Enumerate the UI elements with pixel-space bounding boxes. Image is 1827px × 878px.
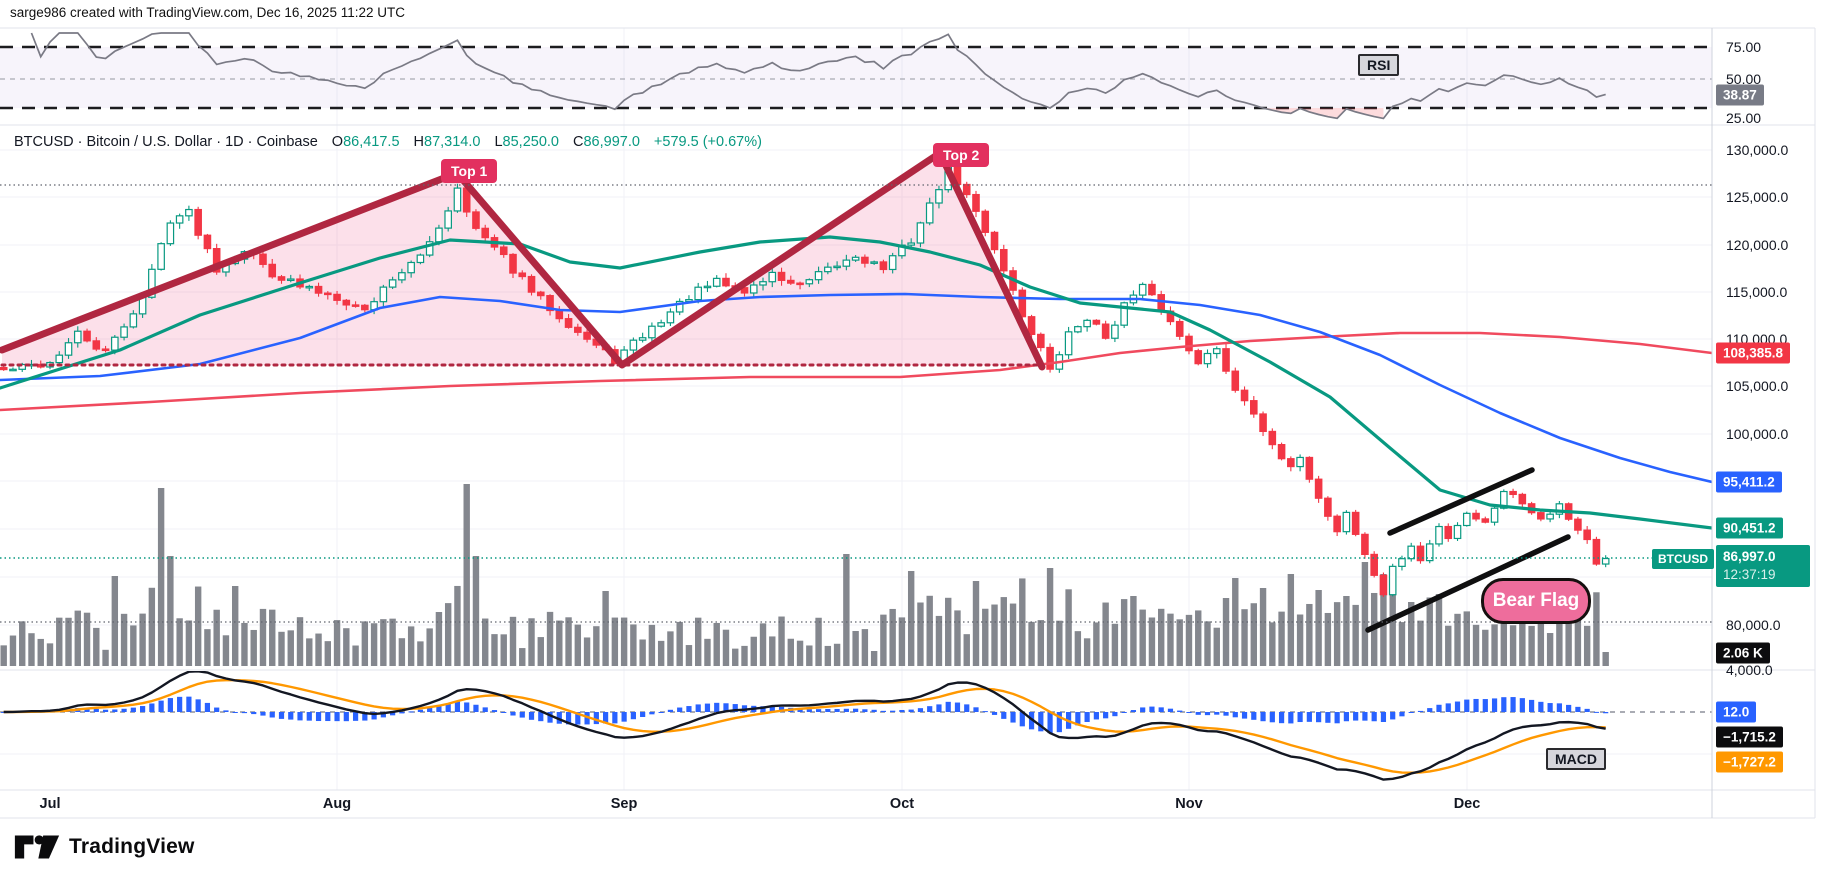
rsi-tick-25: 25.00 <box>1726 110 1762 126</box>
time-axis-label: Jul <box>39 796 61 812</box>
bear-flag-annotation[interactable]: Bear Flag <box>1481 578 1591 624</box>
price-tick: 130,000.0 <box>1726 142 1789 158</box>
tradingview-logo-icon <box>14 835 60 859</box>
price-tick: 115,000.0 <box>1726 284 1788 300</box>
bar-countdown: 12:37:19 <box>1723 567 1776 582</box>
symbol-header[interactable]: BTCUSD · Bitcoin / U.S. Dollar · 1D · Co… <box>14 134 762 150</box>
price-tick: 120,000.0 <box>1726 237 1789 253</box>
ohlc-low: L85,250.0 <box>494 134 559 150</box>
time-axis-label: Sep <box>610 796 638 812</box>
last-price-badge: 86,997.0 12:37:19 <box>1716 545 1810 587</box>
time-axis-label: Aug <box>322 796 352 812</box>
top1-annotation[interactable]: Top 1 <box>441 159 498 183</box>
blue-ma-price-badge: 95,411.2 <box>1716 471 1782 493</box>
change-value: +579.5 (+0.67%) <box>653 134 762 150</box>
macd-hist-badge: 12.0 <box>1716 701 1757 723</box>
time-axis-label: Dec <box>1453 796 1481 812</box>
tradingview-logo-text: TradingView <box>69 835 195 858</box>
volume-scale-tick: 4,000.0 <box>1726 662 1773 678</box>
ohlc-open: O86,417.5 <box>331 134 400 150</box>
time-axis-label: Nov <box>1175 796 1203 812</box>
green-ma-price-badge: 90,451.2 <box>1716 517 1783 539</box>
price-tick: 100,000.0 <box>1726 426 1789 442</box>
rsi-tick-75: 75.00 <box>1726 39 1762 55</box>
tradingview-logo[interactable]: TradingView <box>14 833 195 861</box>
macd-signal-badge: −1,727.2 <box>1716 751 1783 773</box>
ohlc-close: C86,997.0 <box>572 134 640 150</box>
symbol-title: BTCUSD · Bitcoin / U.S. Dollar · 1D · Co… <box>14 134 318 150</box>
rsi-tick-50: 50.00 <box>1726 71 1762 87</box>
rsi-indicator-label[interactable]: RSI <box>1358 54 1400 76</box>
macd-indicator-label[interactable]: MACD <box>1546 748 1606 770</box>
top2-annotation[interactable]: Top 2 <box>933 143 990 167</box>
price-tick: 105,000.0 <box>1726 378 1789 394</box>
rsi-value-badge: 38.87 <box>1716 84 1764 106</box>
attribution-text: sarge986 created with TradingView.com, D… <box>10 5 405 20</box>
last-price-symbol-tag: BTCUSD <box>1652 549 1714 569</box>
volume-value-badge: 2.06 K <box>1716 642 1770 664</box>
time-axis-label: Oct <box>889 796 915 812</box>
macd-line-badge: −1,715.2 <box>1716 726 1783 748</box>
ohlc-high: H87,314.0 <box>413 134 481 150</box>
price-tick-80k: 80,000.0 <box>1726 617 1781 633</box>
last-price-value: 86,997.0 <box>1723 549 1776 564</box>
price-tick: 125,000.0 <box>1726 189 1789 205</box>
red-ma-price-badge: 108,385.8 <box>1716 342 1791 364</box>
